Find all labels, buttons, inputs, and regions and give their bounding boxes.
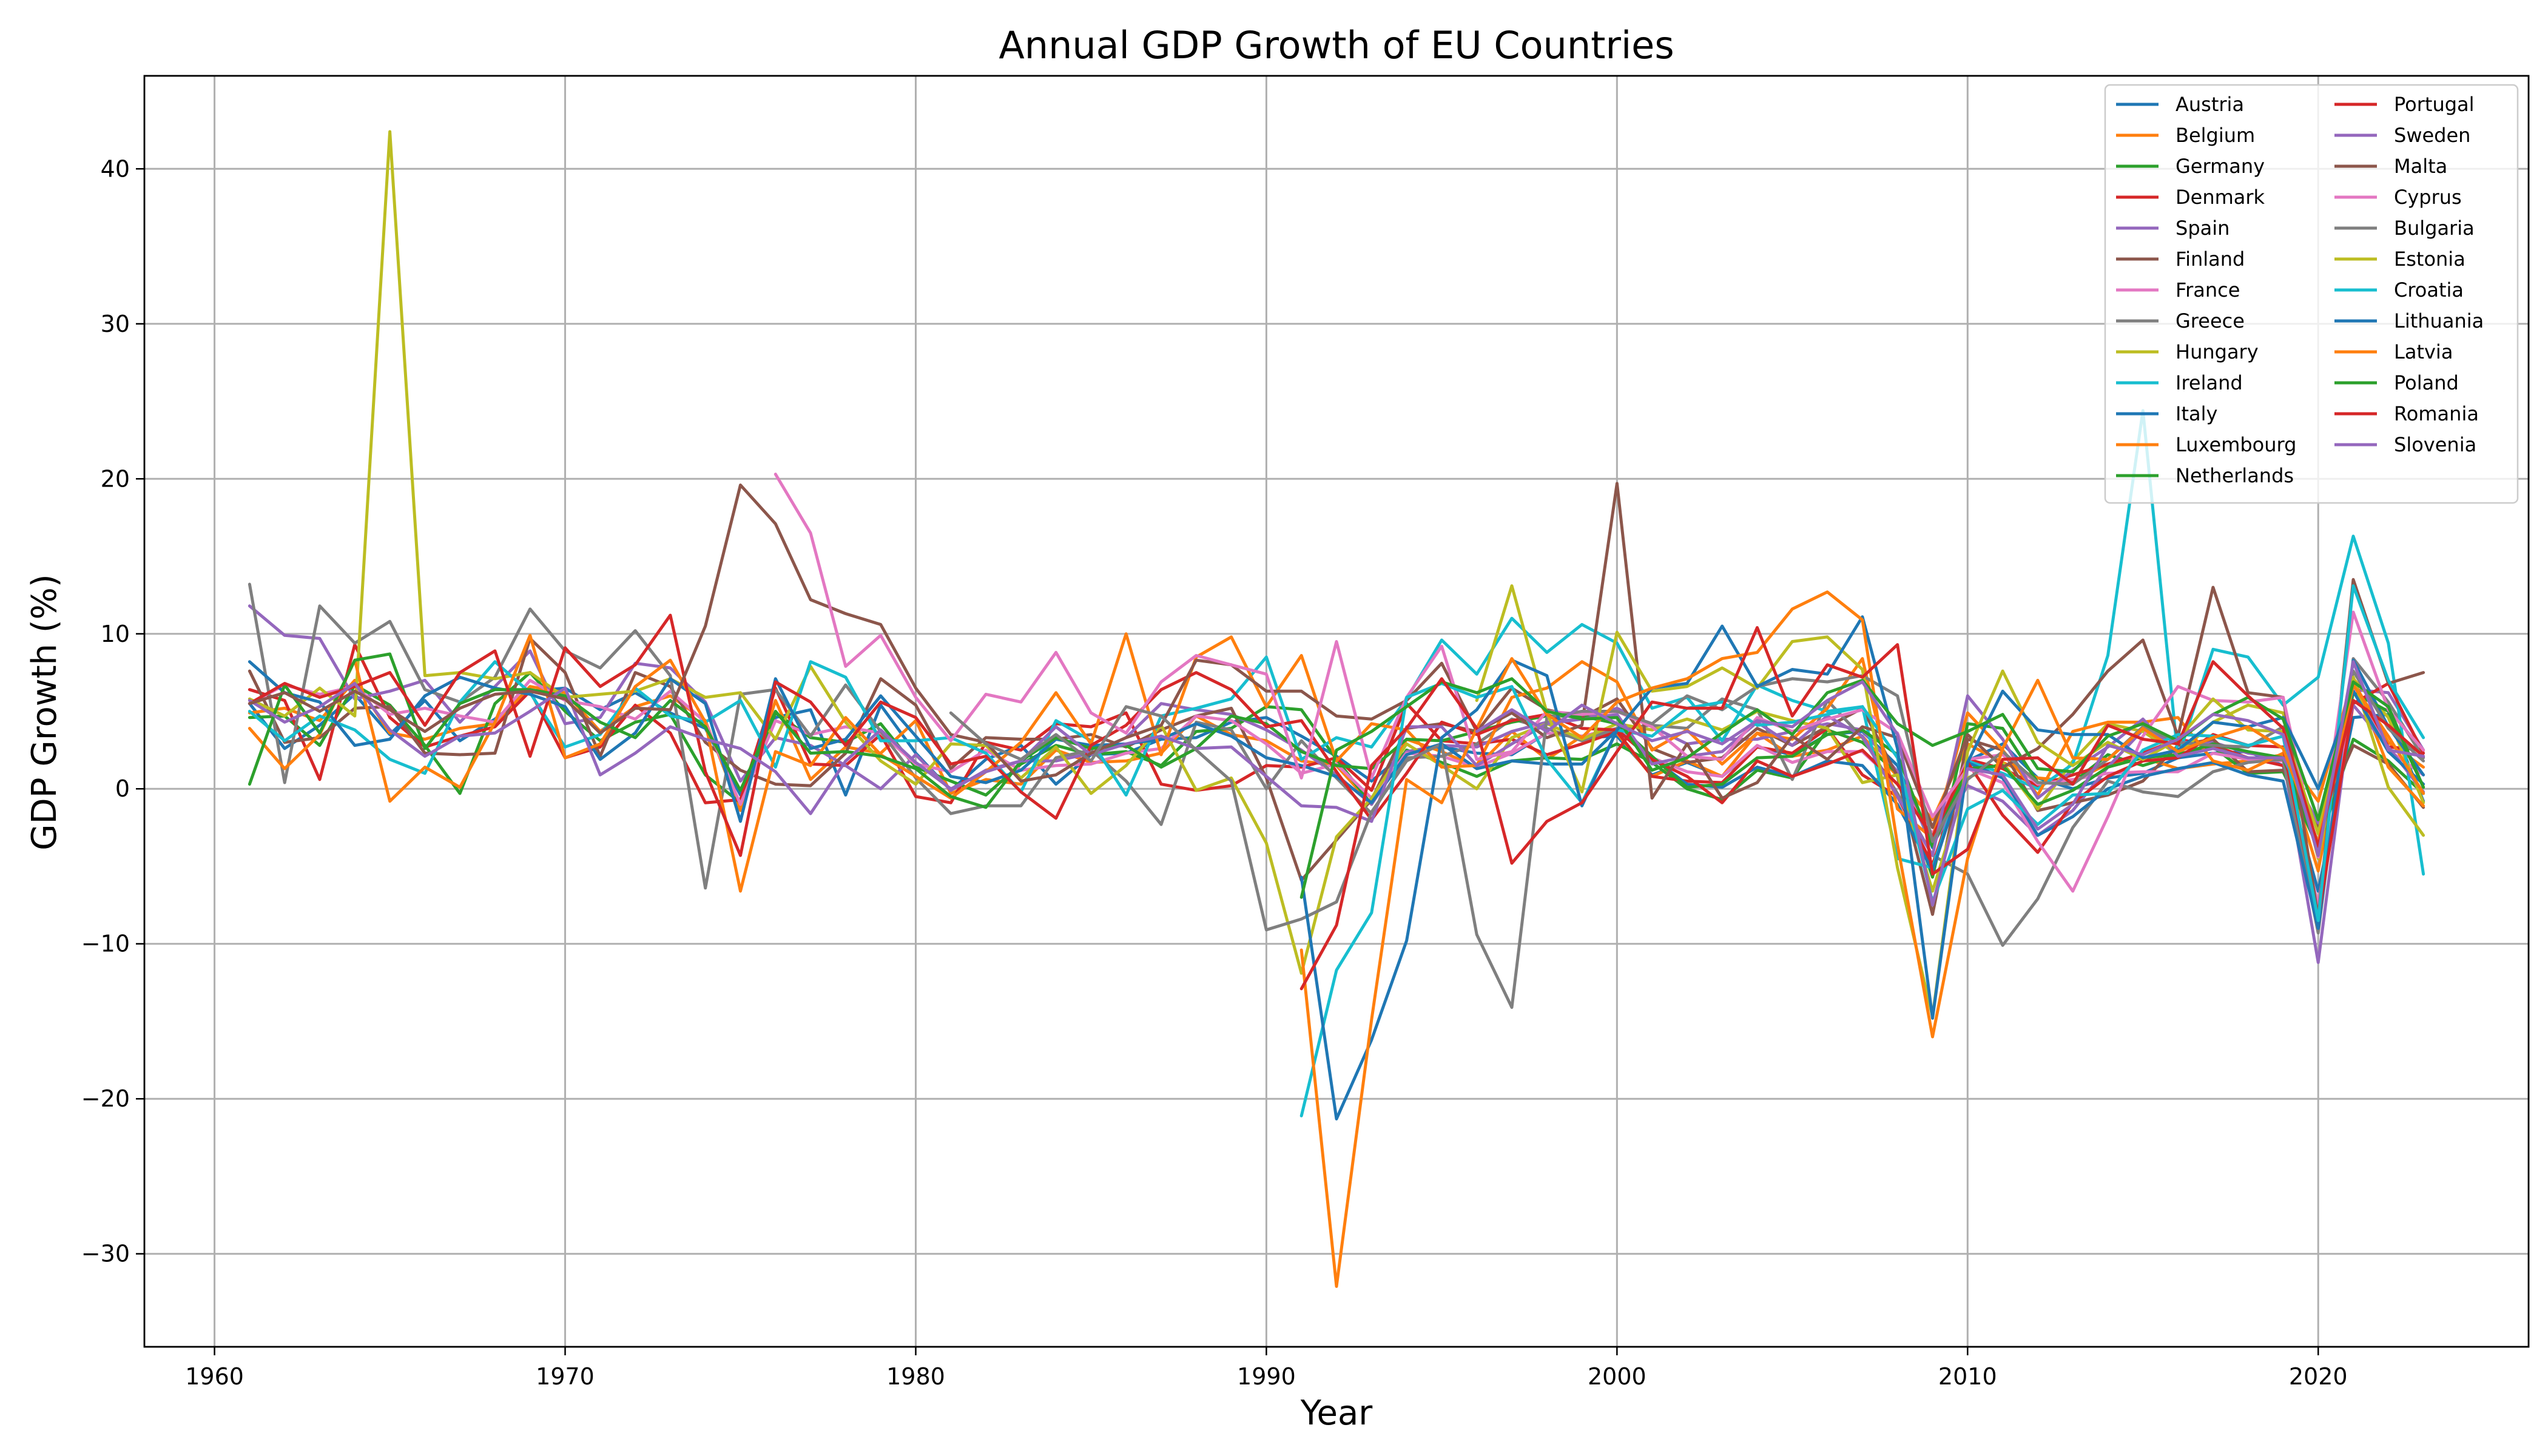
- legend-label: Lithuania: [2394, 309, 2484, 332]
- legend-label: Luxembourg: [2176, 433, 2296, 456]
- legend-item: Finland: [2116, 248, 2245, 271]
- legend-item: Romania: [2334, 402, 2479, 425]
- series-line-portugal: [248, 613, 2425, 919]
- legend-label: Estonia: [2394, 248, 2465, 271]
- y-tick-label: 20: [101, 465, 130, 492]
- legend-item: Austria: [2116, 93, 2244, 116]
- x-axis-ticks: 1960 1970 1980 1990 2000 2010 2020: [185, 1347, 2348, 1390]
- legend-item: Greece: [2116, 309, 2245, 332]
- x-tick-label: 1970: [536, 1363, 595, 1390]
- legend-label: Spain: [2176, 217, 2230, 240]
- legend-label: Italy: [2176, 402, 2217, 425]
- legend-item: Bulgaria: [2334, 217, 2475, 240]
- legend-item: Malta: [2334, 155, 2447, 178]
- legend-item: Belgium: [2116, 124, 2255, 147]
- legend-label: Slovenia: [2394, 433, 2476, 456]
- legend-item: Latvia: [2334, 340, 2453, 363]
- series-line-latvia: [1299, 590, 2425, 1288]
- legend-item: Croatia: [2334, 278, 2464, 302]
- series-line-slovenia: [1475, 660, 2425, 907]
- legend-item: Netherlands: [2116, 464, 2294, 487]
- series-line-poland: [1299, 677, 2425, 899]
- legend-label: Sweden: [2394, 124, 2470, 147]
- legend-item: Denmark: [2116, 186, 2265, 209]
- legend-label: Netherlands: [2176, 464, 2294, 487]
- legend-label: Portugal: [2394, 93, 2475, 116]
- series-line-italy: [248, 658, 2425, 930]
- series-line-romania: [1299, 626, 2425, 991]
- series-line-malta: [248, 482, 2425, 919]
- chart-title: Annual GDP Growth of EU Countries: [999, 23, 1674, 67]
- x-tick-label: 1980: [886, 1363, 945, 1390]
- legend-label: Hungary: [2176, 340, 2259, 363]
- legend-label: Bulgaria: [2394, 217, 2475, 240]
- legend-item: Luxembourg: [2116, 433, 2296, 456]
- y-axis-label: GDP Growth (%): [25, 574, 64, 851]
- x-axis-label: Year: [1300, 1394, 1373, 1433]
- legend-item: Italy: [2116, 402, 2217, 425]
- legend-box: [2104, 84, 2519, 504]
- legend-label: Ireland: [2176, 371, 2243, 394]
- series-line-sweden: [248, 682, 2425, 857]
- legend-label: Austria: [2176, 93, 2244, 116]
- series-line-ireland: [248, 409, 2425, 876]
- legend-item: Portugal: [2334, 93, 2475, 116]
- legend-label: Croatia: [2394, 278, 2464, 302]
- x-tick-label: 2010: [1938, 1363, 1997, 1390]
- series-line-lithuania: [1299, 615, 2425, 1121]
- legend-item: Lithuania: [2334, 309, 2484, 332]
- legend-label: Latvia: [2394, 340, 2453, 363]
- x-tick-label: 2000: [1588, 1363, 1646, 1390]
- x-tick-label: 2020: [2289, 1363, 2348, 1390]
- y-tick-label: 40: [101, 155, 130, 182]
- legend-item: Sweden: [2334, 124, 2470, 147]
- series-line-netherlands: [248, 652, 2425, 851]
- legend-item: Poland: [2334, 371, 2459, 394]
- series-lines: [248, 130, 2425, 1288]
- legend-item: Spain: [2116, 217, 2230, 240]
- legend-item: Hungary: [2116, 340, 2259, 363]
- y-tick-label: 0: [115, 775, 130, 802]
- legend-item: Slovenia: [2334, 433, 2476, 456]
- legend-label: Germany: [2176, 155, 2265, 178]
- legend-label: Belgium: [2176, 124, 2255, 147]
- legend-label: Denmark: [2176, 186, 2265, 209]
- y-tick-label: −30: [81, 1241, 130, 1267]
- legend-label: Poland: [2394, 371, 2459, 394]
- y-tick-label: 30: [101, 311, 130, 337]
- legend-item: Ireland: [2116, 371, 2243, 394]
- legend-label: Greece: [2176, 309, 2245, 332]
- legend-item: Cyprus: [2334, 186, 2462, 209]
- x-tick-label: 1990: [1237, 1363, 1296, 1390]
- y-axis-ticks: −30 −20 −10 0 10 20 30 40: [81, 155, 144, 1267]
- y-tick-label: −10: [81, 931, 130, 957]
- legend: Austria Belgium Germany Denmark Spain Finland…: [2104, 84, 2519, 504]
- legend-label: Romania: [2394, 402, 2479, 425]
- legend-item: France: [2116, 278, 2240, 302]
- legend-label: Cyprus: [2394, 186, 2462, 209]
- y-tick-label: −20: [81, 1085, 130, 1112]
- legend-item: Estonia: [2334, 248, 2465, 271]
- legend-label: Finland: [2176, 248, 2245, 271]
- plot-frame: [143, 75, 2530, 1348]
- legend-label: Malta: [2394, 155, 2447, 178]
- y-tick-label: 10: [101, 621, 130, 647]
- x-tick-label: 1960: [185, 1363, 244, 1390]
- legend-label: France: [2176, 278, 2240, 302]
- legend-item: Germany: [2116, 155, 2265, 178]
